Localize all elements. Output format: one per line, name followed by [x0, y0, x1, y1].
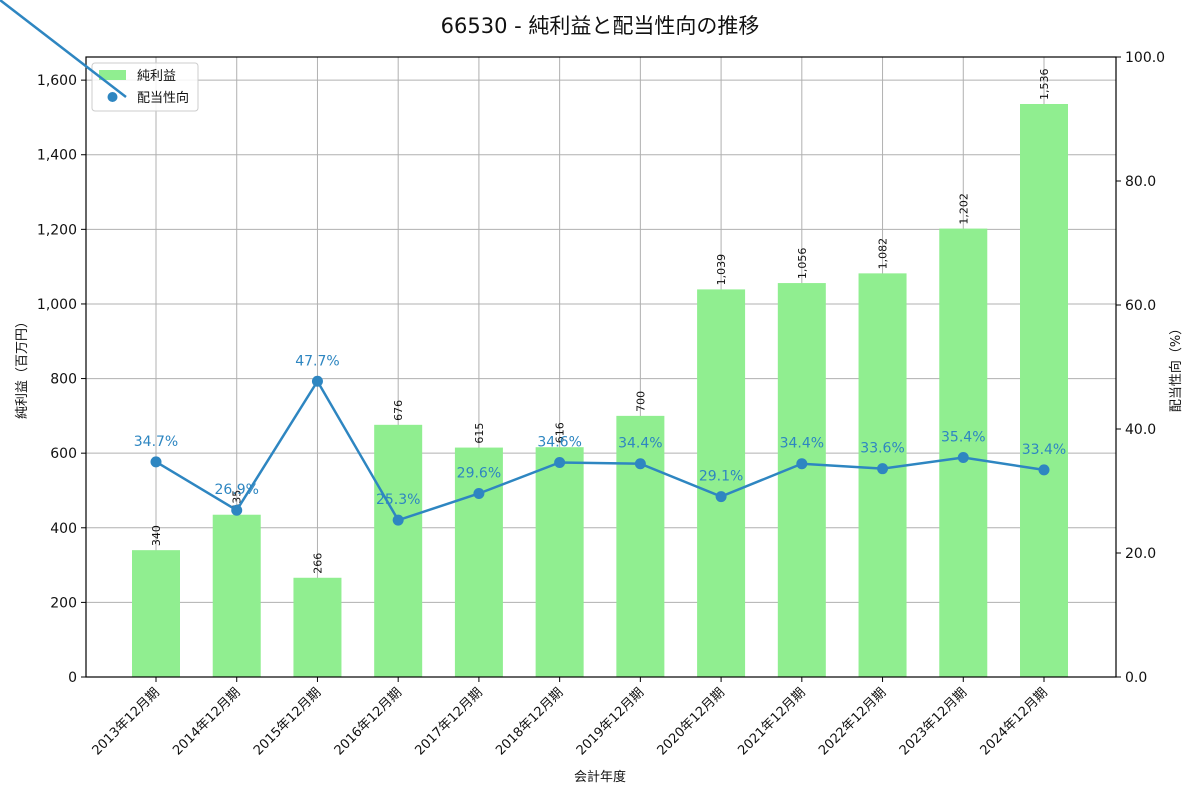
bar-value-label: 700 — [634, 391, 647, 412]
payout-line — [155, 378, 1045, 522]
y-tick-label: 0 — [68, 670, 77, 686]
x-tick-label: 2020年12月期 — [655, 685, 728, 758]
bar — [132, 550, 180, 677]
left-y-axis: 0 200 400 600 800 1,000 1,200 1,400 1,600 — [37, 73, 86, 686]
x-tick-label: 2018年12月期 — [493, 685, 566, 758]
bar — [374, 424, 423, 677]
plot-frame — [85, 56, 1117, 678]
bar — [777, 283, 826, 677]
bar-value-label: 615 — [473, 423, 486, 444]
bar-value-label: 1,056 — [796, 248, 809, 280]
x-tick-label: 2022年12月期 — [816, 685, 889, 758]
x-tick-label: 2015年12月期 — [251, 685, 324, 758]
y2-tick-label: 100.0 — [1125, 50, 1165, 66]
y-tick-label: 1,600 — [37, 73, 77, 89]
line-marker — [473, 487, 485, 499]
y2-tick-label: 80.0 — [1125, 174, 1156, 190]
y-tick-label: 1,400 — [37, 148, 77, 164]
bar — [858, 273, 907, 677]
y-tick-label: 600 — [50, 446, 77, 462]
y2-tick-label: 40.0 — [1125, 422, 1156, 438]
bar-value-label: 616 — [554, 422, 567, 443]
bar-value-label: 1,202 — [957, 193, 970, 225]
line-value-label: 29.6% — [457, 465, 501, 481]
x-tick-label: 2019年12月期 — [574, 685, 647, 758]
y-tick-label: 1,000 — [37, 297, 77, 313]
bar — [1020, 104, 1068, 678]
y-tick-label: 1,200 — [37, 222, 77, 238]
y2-tick-label: 60.0 — [1125, 298, 1156, 314]
x-tick-label: 2017年12月期 — [412, 685, 485, 758]
line-value-label: 34.7% — [134, 434, 178, 450]
bar-series — [132, 104, 1068, 678]
line-value-labels: 34.7% 26.9% 47.7% 25.3% 29.6% 34.6% 34.4% 29.1%… — [134, 353, 1066, 508]
line-marker — [1038, 464, 1050, 476]
line-marker — [877, 463, 889, 475]
bar — [535, 447, 584, 677]
bar — [616, 415, 665, 677]
bar — [454, 447, 503, 677]
right-y-axis: 0.0 20.0 40.0 60.0 80.0 100.0 — [1116, 50, 1165, 686]
legend: 純利益 配当性向 — [0, 0, 199, 112]
x-tick-label: 2023年12月期 — [897, 685, 970, 758]
legend-label-payout-ratio: 配当性向 — [137, 90, 189, 106]
line-value-label: 25.3% — [376, 492, 420, 508]
x-tick-label: 2024年12月期 — [978, 685, 1051, 758]
bar — [697, 289, 746, 677]
x-tick-label: 2013年12月期 — [90, 685, 163, 758]
x-tick-label: 2014年12月期 — [170, 685, 243, 758]
bar-value-label: 1,536 — [1038, 69, 1051, 101]
legend-line-swatch — [0, 0, 127, 98]
bar-value-label: 1,039 — [715, 254, 728, 286]
legend-bar-swatch — [99, 70, 126, 80]
line-marker — [231, 504, 243, 516]
left-y-axis-label: 純利益（百万円） — [15, 315, 30, 419]
line-marker — [957, 452, 969, 464]
legend-label-net-income: 純利益 — [137, 69, 176, 84]
line-marker — [796, 458, 808, 470]
x-axis-label: 会計年度 — [574, 769, 626, 785]
x-tick-label: 2016年12月期 — [332, 685, 405, 758]
y2-tick-label: 0.0 — [1125, 670, 1147, 686]
legend-marker-icon — [107, 92, 118, 102]
y-tick-label: 200 — [50, 595, 77, 611]
bar-value-label: 266 — [311, 553, 324, 574]
chart-title: 66530 - 純利益と配当性向の推移 — [441, 14, 760, 38]
line-marker — [634, 458, 646, 470]
line-value-label: 26.9% — [214, 482, 258, 498]
line-marker — [554, 456, 566, 468]
line-value-label: 34.4% — [618, 436, 662, 452]
y-tick-label: 400 — [50, 521, 77, 537]
y-tick-label: 800 — [50, 372, 77, 388]
bar-value-label: 1,082 — [877, 238, 890, 270]
line-value-label: 34.6% — [537, 434, 581, 450]
bar — [212, 514, 261, 677]
line-marker — [715, 491, 727, 503]
bar-value-label: 676 — [392, 400, 405, 421]
line-value-label: 33.6% — [860, 441, 904, 457]
line-marker — [311, 375, 323, 387]
line-value-label: 47.7% — [295, 353, 339, 369]
line-marker — [150, 456, 162, 468]
line-value-label: 29.1% — [699, 469, 743, 485]
line-marker — [392, 514, 404, 526]
bar — [293, 577, 342, 677]
line-value-label: 34.4% — [780, 436, 824, 452]
line-value-label: 33.4% — [1022, 442, 1066, 458]
right-y-axis-label: 配当性向（%） — [1168, 322, 1184, 412]
x-axis: 2013年12月期 2014年12月期 2015年12月期 2016年12月期 2017… — [90, 677, 1051, 759]
y2-tick-label: 20.0 — [1125, 546, 1156, 562]
bar-value-label: 340 — [150, 525, 163, 546]
line-value-label: 35.4% — [941, 430, 985, 446]
line-series — [150, 375, 1050, 526]
x-tick-label: 2021年12月期 — [735, 685, 808, 758]
